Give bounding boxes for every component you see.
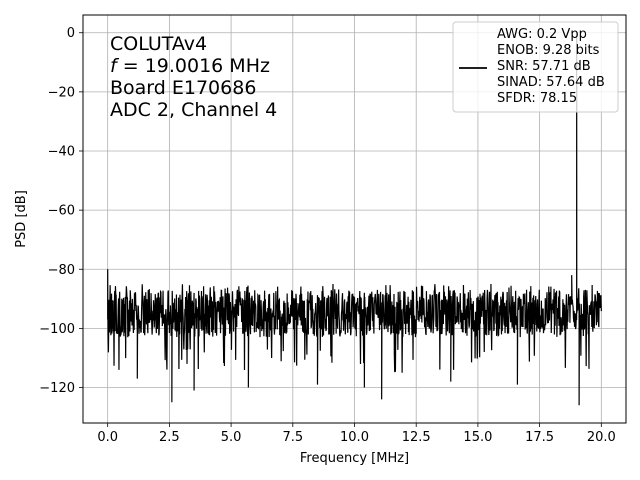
y-axis-label: PSD [dB]	[14, 190, 29, 248]
x-tick-label: 12.5	[402, 430, 431, 445]
annotation-frequency-symbol: f	[110, 55, 120, 77]
annotation-channel: ADC 2, Channel 4	[110, 99, 277, 121]
legend-entry-sfdr: SFDR: 78.15	[497, 91, 577, 106]
legend-entry-sinad: SINAD: 57.64 dB	[497, 75, 605, 90]
x-tick-label: 10.0	[340, 430, 369, 445]
annotation-frequency: f = 19.0016 MHz	[110, 55, 270, 77]
x-tick-label: 20.0	[587, 430, 616, 445]
y-tick-label: −20	[48, 85, 75, 100]
psd-trace	[107, 32, 602, 406]
annotation-board: Board E170686	[110, 77, 256, 99]
y-tick-label: −100	[39, 322, 75, 337]
x-tick-label: 15.0	[463, 430, 492, 445]
legend-box	[452, 21, 619, 113]
axis-ticks: 0.0 2.5 5.0 7.5 10.0 12.5 15.0 17.5 20.0 0 −20 −40 −…	[39, 26, 616, 445]
legend-entry-enob: ENOB: 9.28 bits	[497, 43, 600, 58]
y-tick-label: −120	[39, 381, 75, 396]
legend-entry-snr: SNR: 57.71 dB	[497, 59, 591, 74]
x-axis-label: Frequency [MHz]	[300, 451, 409, 466]
chart-annotation: COLUTAv4 f = 19.0016 MHz Board E170686 A…	[110, 33, 277, 121]
x-tick-label: 0.0	[97, 430, 118, 445]
legend: AWG: 0.2 Vpp ENOB: 9.28 bits SNR: 57.71 …	[452, 21, 619, 113]
y-tick-label: −80	[48, 263, 75, 278]
x-tick-label: 2.5	[159, 430, 180, 445]
legend-entry-awg: AWG: 0.2 Vpp	[497, 27, 587, 42]
x-tick-label: 5.0	[221, 430, 242, 445]
y-tick-label: −60	[48, 204, 75, 219]
annotation-frequency-value: = 19.0016 MHz	[117, 55, 270, 77]
x-tick-label: 17.5	[525, 430, 554, 445]
x-tick-label: 7.5	[282, 430, 303, 445]
annotation-device: COLUTAv4	[110, 33, 207, 55]
y-tick-label: −40	[48, 145, 75, 160]
y-tick-label: 0	[67, 26, 75, 41]
